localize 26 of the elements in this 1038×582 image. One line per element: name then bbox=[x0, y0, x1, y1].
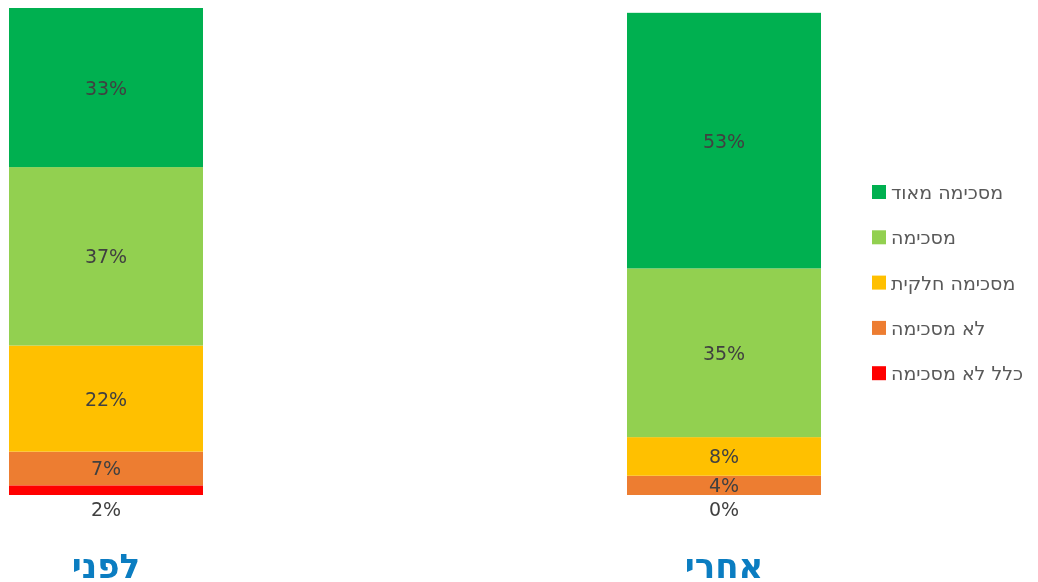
data-label: 7% bbox=[90, 457, 122, 480]
data-label: 8% bbox=[708, 445, 740, 468]
bar bbox=[627, 437, 821, 476]
data-label: 37% bbox=[84, 245, 128, 268]
data-label: 2% bbox=[90, 498, 122, 520]
legend-label: לא מסכימה bbox=[891, 316, 986, 339]
bar bbox=[627, 475, 821, 495]
data-label: 4% bbox=[708, 474, 740, 497]
x-tick-label: אחרי bbox=[684, 546, 764, 582]
data-label: 33% bbox=[84, 76, 128, 99]
bar bbox=[9, 345, 203, 452]
bar bbox=[9, 485, 203, 495]
data-label: 22% bbox=[84, 387, 128, 410]
data-label: 53% bbox=[702, 129, 746, 152]
bar bbox=[627, 268, 821, 438]
legend-label: מסכימה bbox=[891, 226, 956, 249]
legend-label: מסכימה מאוד bbox=[891, 181, 1004, 203]
legend-label: מסכימה חלקית bbox=[891, 271, 1016, 294]
data-label: 0% bbox=[708, 498, 740, 520]
data-label: 35% bbox=[702, 341, 746, 364]
bar bbox=[9, 451, 203, 486]
bar bbox=[627, 12, 821, 269]
bar bbox=[9, 8, 203, 168]
x-tick-label: לפני bbox=[71, 546, 141, 582]
legend-label: כלל לא מסכימה bbox=[891, 362, 1024, 385]
bar bbox=[9, 167, 203, 346]
